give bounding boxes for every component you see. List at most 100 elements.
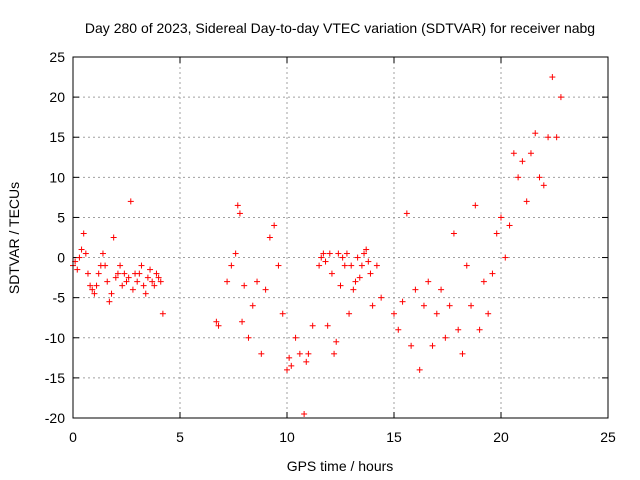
data-point — [121, 270, 128, 277]
data-point — [266, 234, 273, 241]
data-point — [320, 250, 327, 257]
grid — [73, 57, 608, 418]
data-point — [74, 266, 81, 273]
data-point — [378, 294, 385, 301]
data-point — [515, 174, 522, 181]
data-point — [127, 198, 134, 205]
data-point — [87, 282, 94, 289]
data-point — [361, 250, 368, 257]
data-point — [215, 322, 222, 329]
data-point — [316, 262, 323, 269]
data-point — [468, 302, 475, 309]
data-point — [354, 254, 361, 261]
data-point — [391, 310, 397, 317]
data-point — [305, 350, 312, 357]
data-point — [292, 334, 299, 341]
data-point — [446, 302, 453, 309]
data-point — [408, 342, 415, 349]
data-point — [326, 250, 333, 257]
data-point — [117, 262, 124, 269]
data-point — [527, 150, 534, 157]
data-point — [241, 282, 248, 289]
data-point — [480, 278, 487, 285]
data-points — [70, 74, 564, 417]
data-point — [425, 278, 432, 285]
data-point — [420, 302, 427, 309]
data-point — [123, 278, 130, 285]
y-tick-label: -5 — [53, 290, 66, 306]
data-point — [348, 262, 355, 269]
y-axis-label: SDTVAR / TECUs — [6, 182, 22, 294]
data-point — [239, 318, 246, 325]
data-point — [258, 350, 265, 357]
data-point — [288, 362, 295, 369]
data-point — [532, 130, 539, 137]
data-point — [78, 246, 85, 253]
data-point — [284, 366, 290, 373]
data-point — [93, 282, 100, 289]
data-point — [136, 270, 143, 277]
data-point — [236, 210, 243, 217]
data-point — [399, 298, 406, 305]
data-point — [356, 274, 363, 281]
data-point — [341, 262, 348, 269]
data-point — [249, 302, 256, 309]
data-point — [138, 262, 145, 269]
data-point — [412, 286, 419, 293]
y-tick-label: -10 — [45, 330, 65, 346]
data-point — [557, 94, 564, 101]
y-tick-label: 10 — [49, 169, 65, 185]
data-point — [549, 74, 556, 81]
data-point — [104, 278, 111, 285]
data-point — [147, 266, 154, 273]
data-point — [363, 246, 370, 253]
data-point — [335, 250, 342, 257]
data-point — [459, 350, 466, 357]
y-tick-label: 5 — [57, 209, 65, 225]
data-point — [395, 326, 402, 333]
data-point — [536, 174, 543, 181]
data-point — [275, 262, 282, 269]
data-point — [82, 250, 89, 257]
axis-ticks: 0 5 10 15 20 25 -20 -15 -10 -5 0 5 10 15 20 25 — [45, 49, 616, 445]
data-point — [157, 278, 164, 285]
data-point — [110, 234, 117, 241]
data-point — [333, 338, 340, 345]
data-point — [429, 342, 436, 349]
y-tick-label: 15 — [49, 129, 65, 145]
data-point — [108, 290, 115, 297]
y-tick-label: -20 — [45, 410, 65, 426]
data-point — [328, 270, 335, 277]
data-point — [352, 278, 359, 285]
data-point — [438, 286, 445, 293]
plot-frame — [72, 56, 609, 419]
x-tick-label: 25 — [600, 429, 616, 445]
data-point — [346, 310, 353, 317]
data-point — [545, 134, 552, 141]
data-point — [510, 150, 517, 157]
data-point — [228, 262, 235, 269]
data-point — [296, 350, 303, 357]
data-point — [151, 282, 158, 289]
data-point — [309, 322, 316, 329]
data-point — [322, 258, 329, 265]
x-tick-label: 0 — [69, 429, 77, 445]
data-point — [232, 250, 239, 257]
data-point — [279, 310, 286, 317]
data-point — [540, 182, 547, 189]
data-point — [155, 274, 162, 281]
data-point — [213, 318, 220, 325]
data-point — [339, 254, 346, 261]
data-point — [365, 258, 372, 265]
data-point — [324, 322, 331, 329]
data-point — [485, 310, 492, 317]
data-point — [224, 278, 231, 285]
x-tick-label: 5 — [176, 429, 184, 445]
data-point — [463, 262, 470, 269]
data-point — [286, 354, 293, 361]
data-point — [140, 282, 147, 289]
data-point — [367, 270, 374, 277]
data-point — [498, 214, 504, 221]
x-tick-label: 15 — [386, 429, 402, 445]
